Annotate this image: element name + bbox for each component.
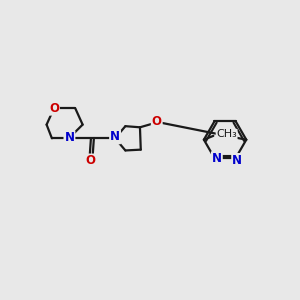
- Text: N: N: [212, 152, 222, 165]
- Text: N: N: [232, 154, 242, 167]
- Text: O: O: [49, 102, 59, 115]
- Text: O: O: [85, 154, 95, 167]
- Text: CH₃: CH₃: [216, 129, 237, 140]
- Text: O: O: [152, 115, 162, 128]
- Text: N: N: [64, 131, 74, 144]
- Text: N: N: [110, 130, 120, 143]
